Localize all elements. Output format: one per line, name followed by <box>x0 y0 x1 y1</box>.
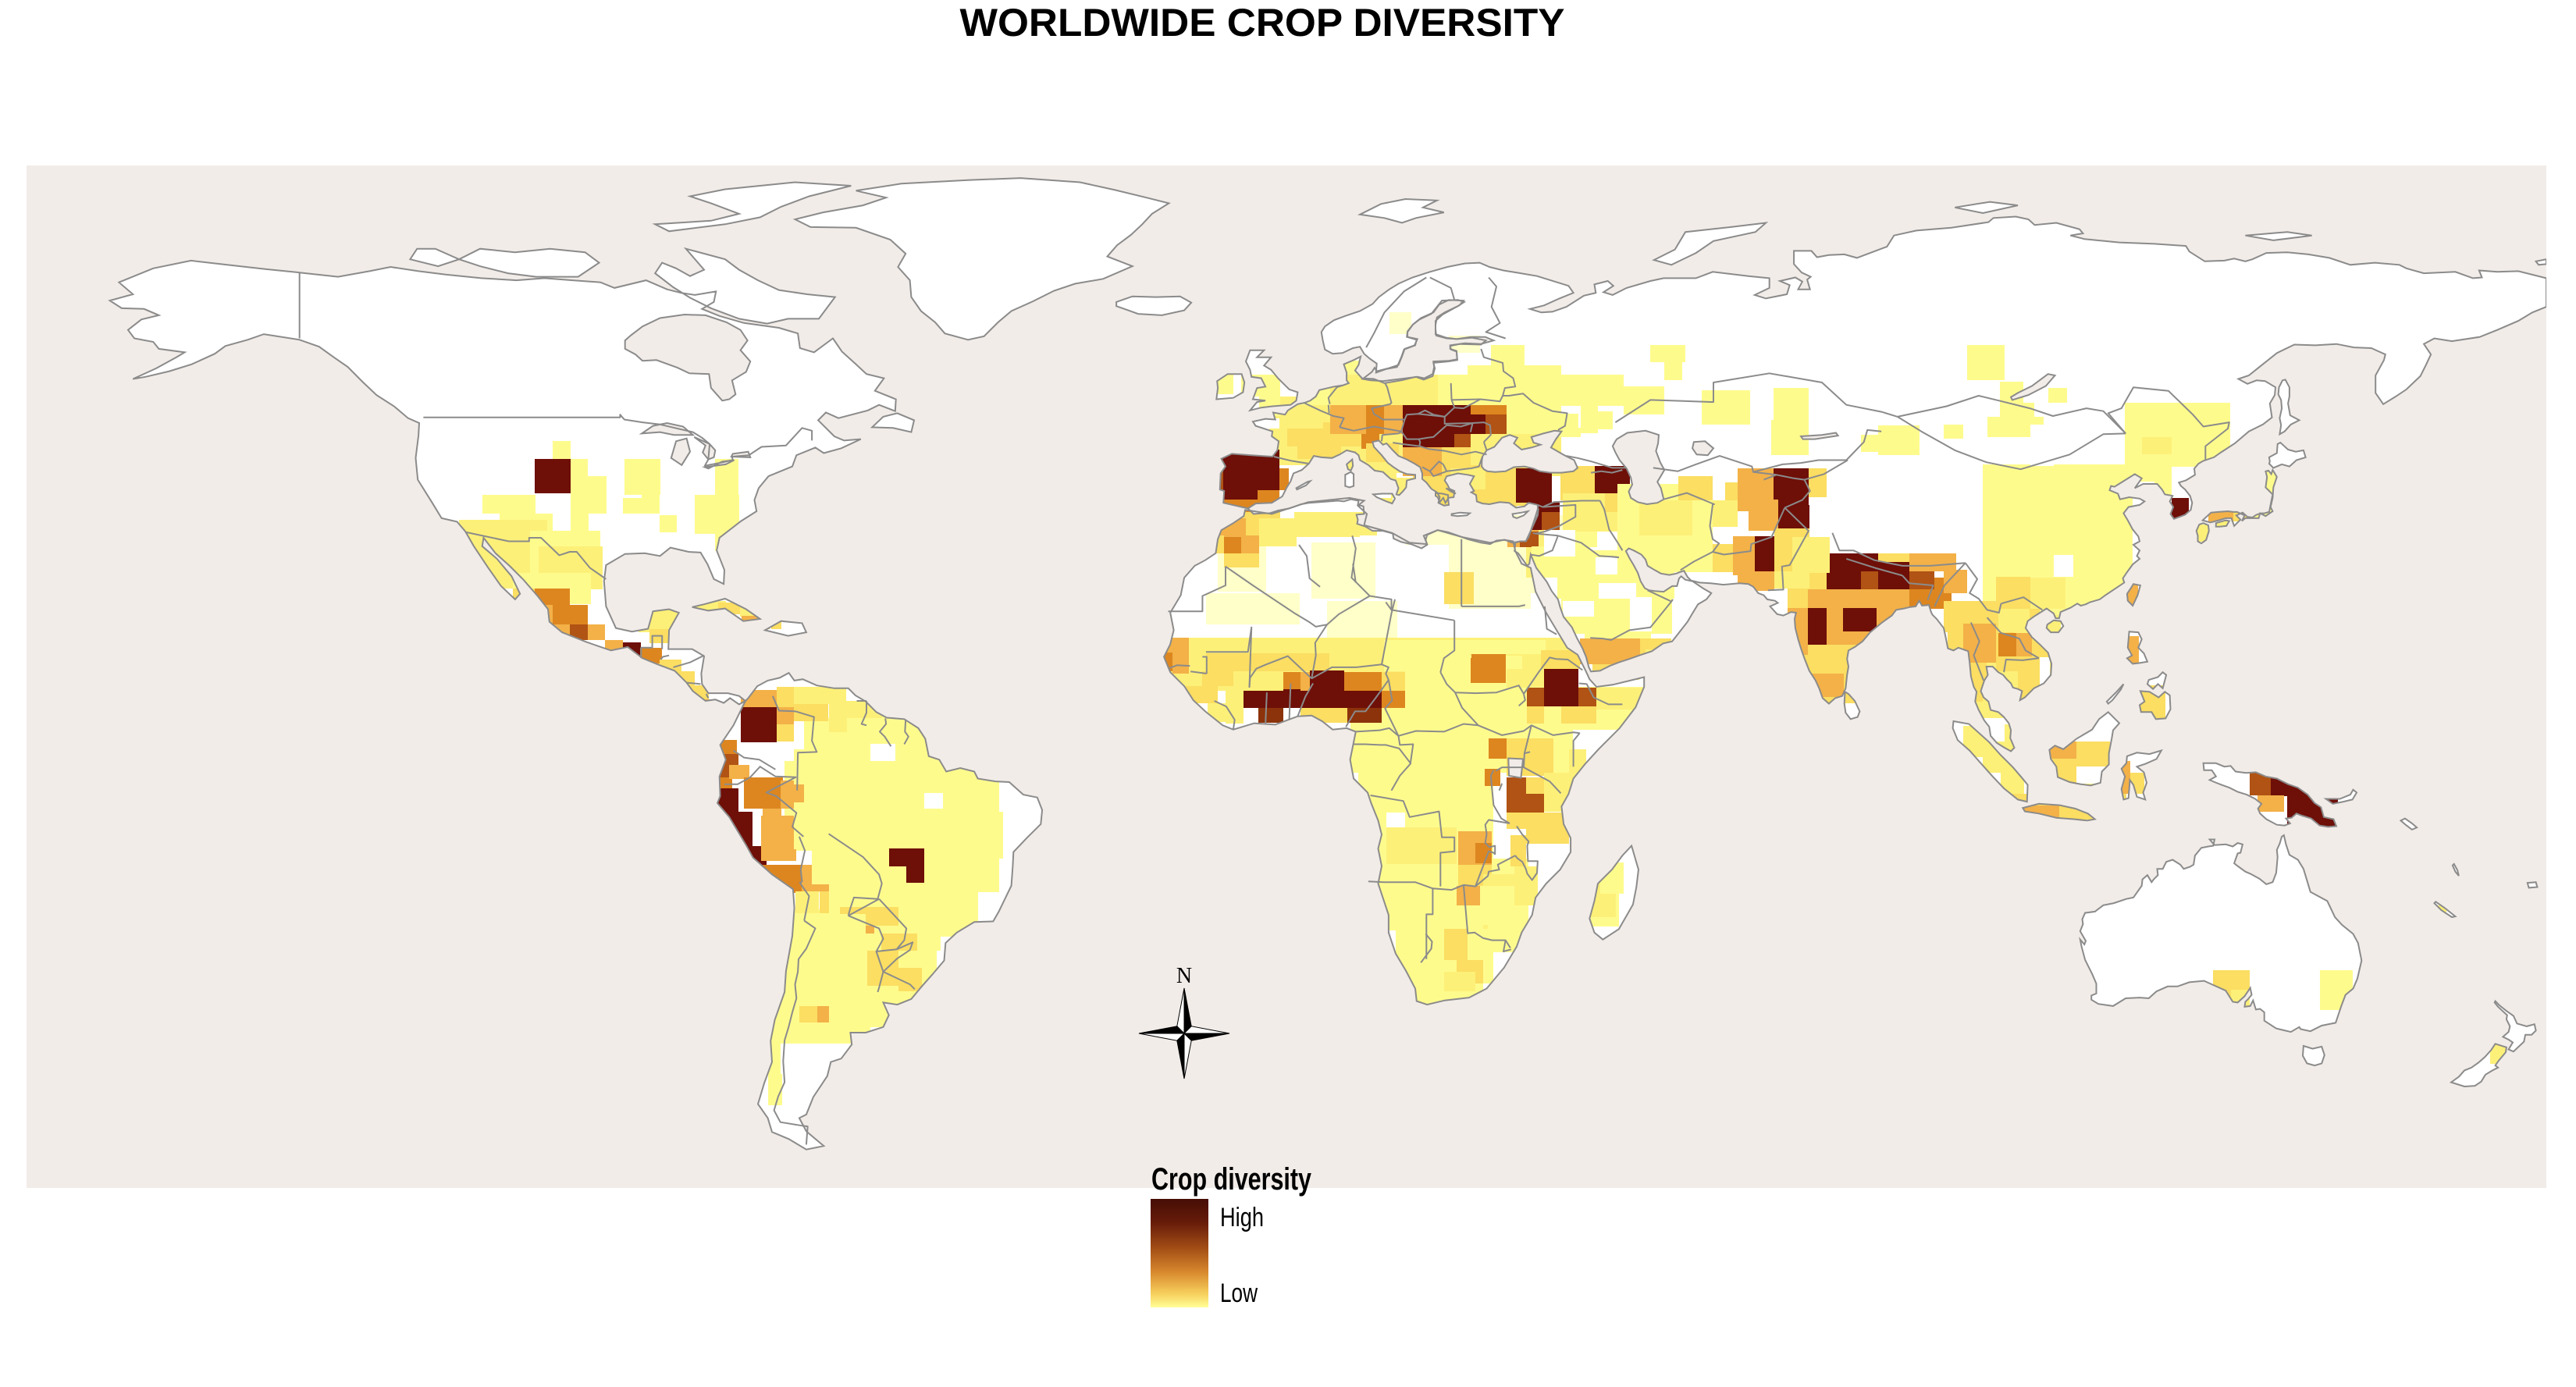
svg-text:Low: Low <box>1220 1279 1258 1308</box>
svg-text:High: High <box>1220 1203 1264 1232</box>
svg-text:N: N <box>1176 964 1192 988</box>
svg-text:WORLDWIDE CROP DIVERSITY: WORLDWIDE CROP DIVERSITY <box>960 1 1565 44</box>
svg-text:Crop diversity: Crop diversity <box>1151 1162 1312 1197</box>
